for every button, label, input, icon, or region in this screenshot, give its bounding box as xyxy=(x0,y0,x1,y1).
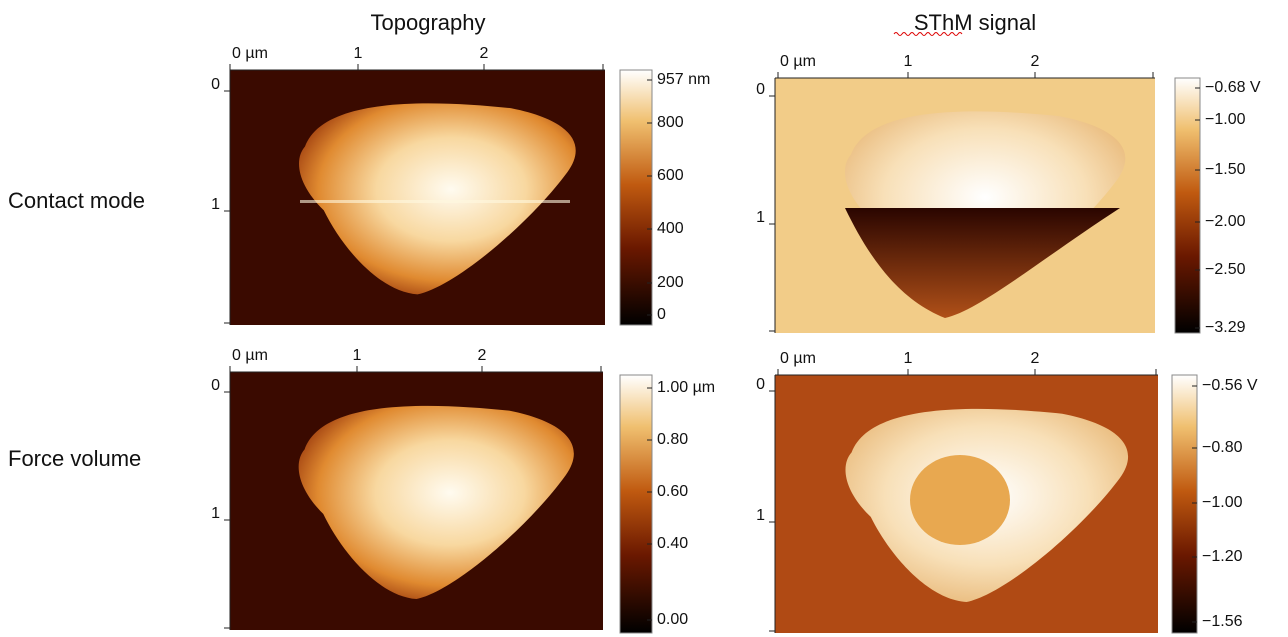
x-tick-label: 0 µm xyxy=(232,347,268,364)
colorbar-label: 400 xyxy=(657,220,684,237)
y-tick-label: 1 xyxy=(211,196,220,213)
x-tick-label: 2 xyxy=(478,347,487,364)
x-tick-label: 1 xyxy=(904,53,913,70)
x-tick-label: 0 µm xyxy=(780,350,816,367)
y-tick-label: 0 xyxy=(211,377,220,394)
colorbar-label: 800 xyxy=(657,114,684,131)
colorbar-label: −1.00 xyxy=(1205,111,1246,128)
colorbar-label: −1.20 xyxy=(1202,548,1243,565)
x-tick-label: 2 xyxy=(480,45,489,62)
colorbar xyxy=(1175,78,1200,333)
x-tick-label: 2 xyxy=(1031,350,1040,367)
row-label: Force volume xyxy=(8,446,141,471)
colorbar-label: −2.00 xyxy=(1205,213,1246,230)
colorbar-label: 0 xyxy=(657,306,666,323)
colorbar-label: 0.80 xyxy=(657,431,688,448)
column-title: SThM signal xyxy=(914,10,1036,35)
x-tick-label: 0 µm xyxy=(780,53,816,70)
row-label: Contact mode xyxy=(8,188,145,213)
x-tick-label: 1 xyxy=(354,45,363,62)
x-tick-label: 2 xyxy=(1031,53,1040,70)
colorbar xyxy=(1172,375,1197,633)
afm-image xyxy=(230,70,605,325)
colorbar-label: 0.60 xyxy=(657,483,688,500)
x-tick-label: 0 µm xyxy=(232,45,268,62)
colorbar-label: −2.50 xyxy=(1205,261,1246,278)
colorbar-label: 957 nm xyxy=(657,71,710,88)
figure: Topography SThM signal Contact mode Forc… xyxy=(0,0,1288,637)
colorbar-label: −0.80 xyxy=(1202,439,1243,456)
y-tick-label: 0 xyxy=(756,376,765,393)
colorbar-label: −1.00 xyxy=(1202,494,1243,511)
colorbar-label: 0.00 xyxy=(657,611,688,628)
column-title: Topography xyxy=(371,10,486,35)
y-tick-label: 1 xyxy=(756,507,765,524)
colorbar-label: −0.56 V xyxy=(1202,377,1258,394)
x-tick-label: 1 xyxy=(904,350,913,367)
y-tick-label: 1 xyxy=(756,209,765,226)
afm-image xyxy=(775,375,1158,633)
colorbar xyxy=(620,375,652,633)
x-tick-label: 1 xyxy=(353,347,362,364)
colorbar-label: 1.00 µm xyxy=(657,379,715,396)
colorbar-label: 0.40 xyxy=(657,535,688,552)
afm-image xyxy=(775,78,1155,333)
colorbar-label: −1.50 xyxy=(1205,161,1246,178)
y-tick-label: 1 xyxy=(211,505,220,522)
afm-image xyxy=(230,372,603,630)
colorbar-label: −0.68 V xyxy=(1205,79,1261,96)
colorbar-label: −3.29 xyxy=(1205,319,1246,336)
y-tick-label: 0 xyxy=(211,76,220,93)
colorbar xyxy=(620,70,652,325)
y-tick-label: 0 xyxy=(756,81,765,98)
colorbar-label: 600 xyxy=(657,167,684,184)
colorbar-label: −1.56 xyxy=(1202,613,1243,630)
colorbar-label: 200 xyxy=(657,274,684,291)
